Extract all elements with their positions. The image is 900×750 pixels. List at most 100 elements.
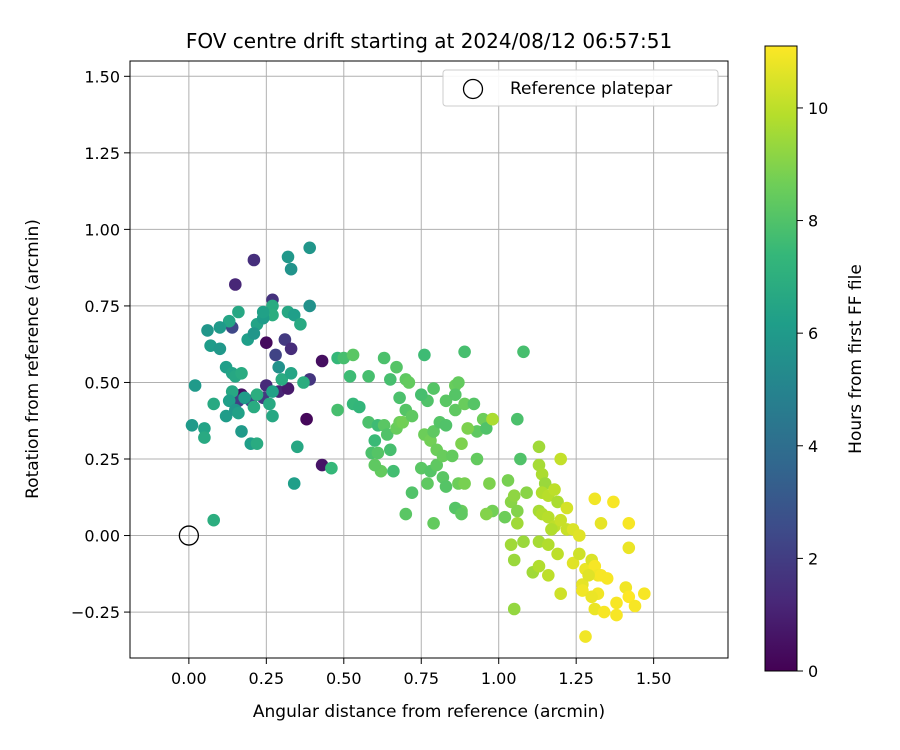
data-point xyxy=(566,556,580,570)
data-point xyxy=(232,305,245,319)
colorbar-tick-label: 2 xyxy=(808,549,818,568)
data-point xyxy=(272,360,286,374)
data-point xyxy=(504,538,518,551)
data-point xyxy=(229,278,242,291)
data-point xyxy=(384,443,397,457)
data-point xyxy=(436,449,450,463)
data-point xyxy=(303,299,317,313)
data-point xyxy=(368,434,382,447)
data-point xyxy=(315,354,329,368)
data-point xyxy=(346,348,360,362)
x-tick-label: 0.25 xyxy=(249,669,285,688)
data-point xyxy=(511,504,524,518)
x-tick-label: 1.50 xyxy=(636,669,672,688)
data-point xyxy=(542,538,555,551)
data-point xyxy=(250,388,264,402)
data-point xyxy=(235,425,248,438)
data-point xyxy=(235,367,248,380)
data-point xyxy=(449,388,462,402)
y-tick-label: −0.25 xyxy=(71,603,120,622)
x-tick-label: 0.75 xyxy=(403,669,439,688)
data-point xyxy=(266,299,279,313)
data-point xyxy=(542,569,555,582)
chart-title: FOV centre drift starting at 2024/08/12 … xyxy=(186,29,672,53)
data-point xyxy=(368,458,382,472)
data-point xyxy=(458,397,471,411)
data-point xyxy=(480,507,493,521)
data-point xyxy=(284,262,298,276)
data-point xyxy=(405,409,419,423)
data-point xyxy=(551,547,564,561)
data-point xyxy=(455,437,468,451)
data-point xyxy=(399,507,413,521)
colorbar-ticks: 0 2 4 6 8 10 xyxy=(797,99,828,681)
data-point xyxy=(405,486,419,500)
y-tick-label: 1.00 xyxy=(84,220,120,239)
data-point xyxy=(281,250,295,264)
data-point xyxy=(250,437,264,451)
reference-platepar-marker xyxy=(178,525,200,546)
y-axis-label: Rotation from reference (arcmin) xyxy=(23,219,43,499)
data-point xyxy=(266,385,279,398)
data-point xyxy=(517,535,530,548)
data-point xyxy=(554,452,567,466)
data-point xyxy=(263,397,276,411)
data-point xyxy=(207,513,220,527)
data-point xyxy=(507,489,521,503)
data-point xyxy=(622,541,636,555)
data-point xyxy=(532,559,546,573)
colorbar-tick-label: 8 xyxy=(808,212,818,231)
data-point xyxy=(415,388,428,402)
data-point xyxy=(287,477,301,490)
data-point xyxy=(439,419,453,432)
legend-marker-open-circle xyxy=(462,78,484,100)
legend-label: Reference platepar xyxy=(510,79,672,99)
data-point xyxy=(331,403,344,417)
data-point xyxy=(520,486,533,500)
data-point xyxy=(554,513,567,527)
data-point xyxy=(325,461,338,475)
data-point xyxy=(551,495,564,509)
data-point xyxy=(219,409,233,423)
data-point xyxy=(213,342,227,356)
data-point xyxy=(266,409,279,423)
data-point xyxy=(628,599,642,613)
data-point xyxy=(418,348,431,362)
data-point xyxy=(622,517,636,530)
data-point xyxy=(390,360,403,374)
data-point xyxy=(393,391,406,405)
data-point xyxy=(573,547,586,561)
data-point xyxy=(600,572,614,585)
data-point xyxy=(458,345,471,359)
colorbar-label: Hours from first FF file xyxy=(846,264,866,454)
x-tick-label: 0.00 xyxy=(171,669,207,688)
colorbar-tick-label: 6 xyxy=(808,324,818,343)
data-point xyxy=(430,458,444,472)
y-tick-label: 0.75 xyxy=(84,297,120,316)
data-point xyxy=(582,569,595,582)
data-point xyxy=(247,253,261,267)
data-point xyxy=(198,431,211,444)
legend-box xyxy=(442,69,719,107)
data-point xyxy=(501,474,515,487)
data-point xyxy=(303,241,317,255)
data-point xyxy=(387,464,400,478)
data-point xyxy=(427,517,440,530)
data-point xyxy=(260,336,273,350)
data-point xyxy=(294,318,307,331)
y-tick-label: 1.25 xyxy=(84,144,120,163)
data-point xyxy=(638,587,651,600)
data-point xyxy=(377,351,391,365)
legend: Reference platepar xyxy=(442,69,719,107)
data-point xyxy=(461,422,475,435)
data-point xyxy=(269,348,282,362)
data-point xyxy=(507,553,521,567)
data-point xyxy=(610,608,623,622)
y-tick-label: 0.25 xyxy=(84,450,120,469)
data-point xyxy=(452,376,465,389)
data-point xyxy=(514,452,527,466)
data-point xyxy=(579,630,592,643)
data-point xyxy=(532,440,546,454)
data-point xyxy=(188,379,202,392)
colorbar-tick-label: 0 xyxy=(808,662,818,681)
